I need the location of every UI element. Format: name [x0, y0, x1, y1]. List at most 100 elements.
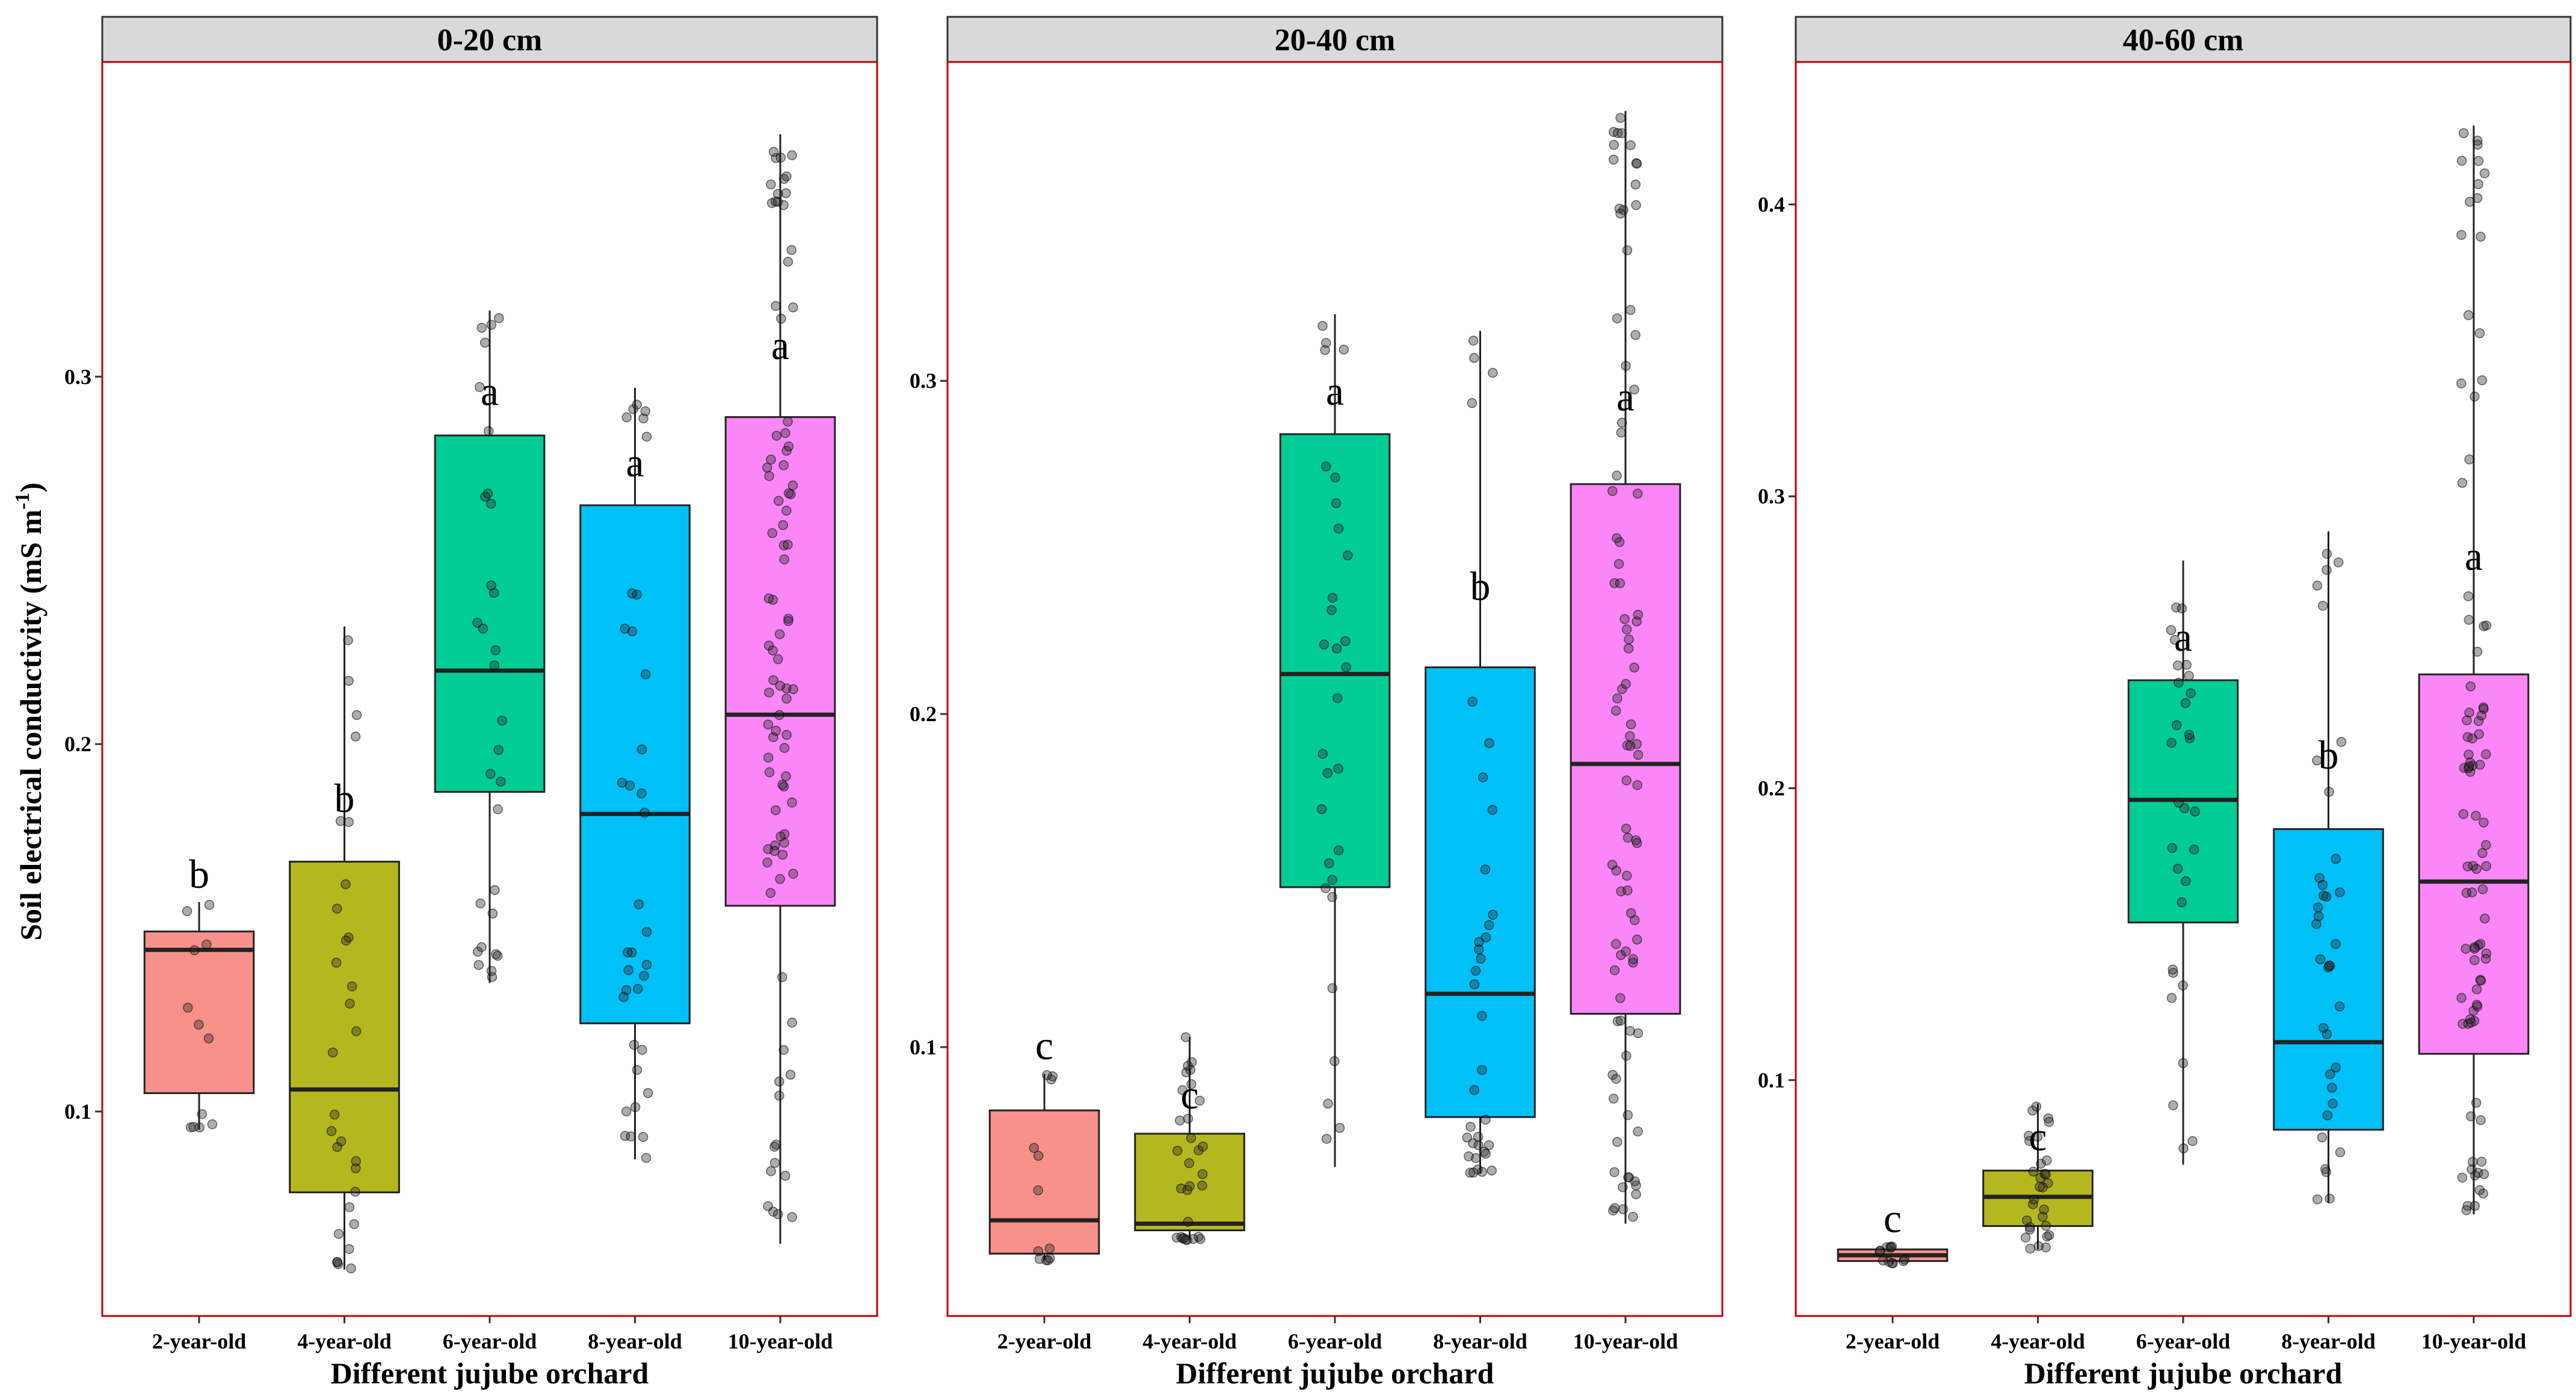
- x-tick-label: 4-year-old: [297, 1329, 392, 1353]
- data-point: [775, 152, 786, 163]
- data-point: [1612, 533, 1622, 543]
- data-point: [1621, 1051, 1632, 1061]
- data-point: [1180, 1234, 1191, 1245]
- data-point: [2180, 698, 2191, 709]
- y-tick-label: 0.4: [1758, 192, 1785, 217]
- y-tick-label: 0.1: [64, 1099, 91, 1124]
- data-point: [620, 623, 630, 634]
- data-point: [640, 669, 651, 680]
- data-point: [1339, 344, 1349, 355]
- data-point: [1616, 128, 1627, 138]
- data-point: [489, 660, 500, 671]
- data-point: [1623, 643, 1634, 654]
- data-point: [777, 972, 787, 982]
- data-point: [624, 780, 635, 791]
- data-point: [783, 416, 793, 427]
- data-point: [2477, 848, 2488, 858]
- data-point: [351, 710, 362, 721]
- data-point: [774, 1077, 784, 1087]
- data-point: [2312, 580, 2323, 591]
- box-2-year-old: b: [143, 851, 255, 1133]
- significance-letter: b: [1470, 564, 1491, 609]
- data-point: [1487, 805, 1498, 815]
- data-point: [2186, 688, 2196, 698]
- data-point: [1618, 1204, 1628, 1214]
- data-point: [1317, 749, 1328, 759]
- x-tick-label: 2-year-old: [1846, 1329, 1940, 1353]
- data-point: [1612, 128, 1623, 138]
- data-point: [2313, 902, 2323, 912]
- data-point: [1034, 1253, 1045, 1264]
- data-point: [764, 471, 774, 481]
- data-point: [492, 950, 503, 961]
- data-point: [1327, 983, 1338, 994]
- data-point: [496, 776, 506, 787]
- y-tick-label: 0.3: [910, 369, 937, 393]
- box-body: [289, 861, 400, 1193]
- data-point: [641, 959, 652, 970]
- data-point: [763, 593, 774, 604]
- data-point: [1612, 313, 1622, 324]
- data-point: [2464, 707, 2474, 718]
- x-tick-label: 2-year-old: [997, 1329, 1092, 1353]
- data-point: [623, 965, 633, 976]
- data-point: [1616, 950, 1626, 961]
- box-8-year-old: a: [579, 387, 691, 1163]
- data-point: [2472, 1001, 2483, 1012]
- data-point: [1633, 1028, 1644, 1039]
- data-point: [621, 1106, 632, 1117]
- data-point: [2481, 749, 2491, 760]
- data-point: [2325, 1193, 2335, 1204]
- data-point: [340, 879, 351, 890]
- data-point: [484, 426, 494, 437]
- data-point: [778, 1045, 789, 1055]
- data-point: [491, 949, 501, 959]
- data-point: [2168, 968, 2178, 978]
- data-point: [1631, 200, 1641, 211]
- data-point: [1197, 1169, 1208, 1179]
- x-tick-label: 8-year-old: [2281, 1329, 2376, 1353]
- data-point: [194, 1019, 204, 1030]
- data-point: [486, 319, 497, 330]
- data-point: [783, 616, 793, 626]
- data-point: [639, 808, 650, 818]
- data-point: [349, 1219, 359, 1229]
- y-axis-title: Soil electrical conductivity (mS m-1): [11, 482, 48, 941]
- data-point: [788, 869, 798, 879]
- significance-letter: a: [2174, 614, 2192, 660]
- data-point: [1188, 1234, 1198, 1244]
- data-point: [781, 730, 792, 740]
- data-point: [1632, 838, 1642, 848]
- data-point: [627, 588, 638, 598]
- data-point: [1183, 1060, 1193, 1071]
- data-point: [2462, 861, 2473, 872]
- data-point: [1468, 1138, 1478, 1149]
- data-point: [768, 675, 778, 686]
- data-point: [1033, 1151, 1044, 1161]
- data-point: [1625, 731, 1635, 742]
- data-point: [490, 645, 501, 656]
- data-point: [2473, 140, 2483, 150]
- data-point: [1029, 1143, 1040, 1153]
- data-point: [1487, 1165, 1497, 1176]
- data-point: [1608, 1093, 1619, 1104]
- data-point: [2039, 1204, 2049, 1215]
- data-point: [2476, 1115, 2486, 1125]
- x-axis-title: Different jujube orchard: [331, 1356, 649, 1390]
- data-point: [772, 1209, 783, 1219]
- data-point: [340, 935, 351, 946]
- data-point: [2470, 955, 2480, 965]
- data-point: [1468, 336, 1479, 346]
- data-point: [1469, 979, 1480, 989]
- data-point: [2024, 1224, 2035, 1235]
- significance-letter: a: [481, 369, 499, 414]
- data-point: [778, 460, 789, 470]
- box-body: [2418, 673, 2530, 1055]
- data-point: [1621, 678, 1631, 689]
- data-point: [1628, 954, 1639, 964]
- data-point: [1609, 1203, 1620, 1213]
- data-point: [776, 313, 786, 324]
- data-point: [765, 888, 776, 898]
- data-point: [2035, 1181, 2045, 1192]
- box-body: [724, 416, 836, 907]
